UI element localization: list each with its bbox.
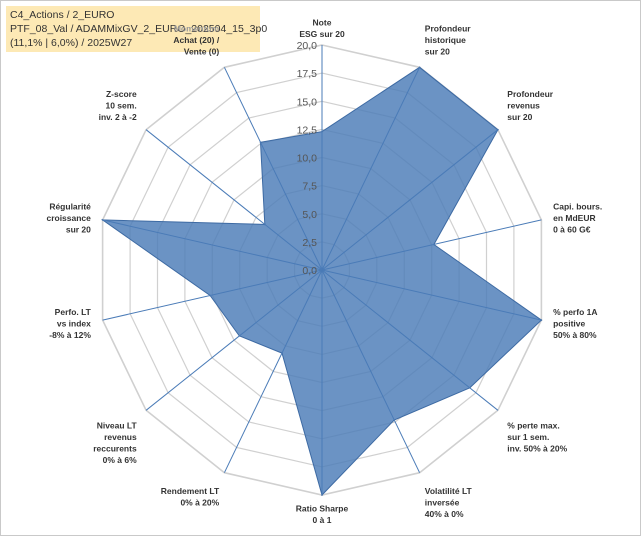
- spoke: [321, 129, 499, 271]
- tick-label: 2,5: [302, 237, 317, 249]
- spoke: [321, 219, 542, 271]
- axis-label: 0 à 60 G€: [553, 225, 591, 235]
- axis-label: Régularité: [49, 202, 91, 212]
- axis-label: Capi. bours.: [553, 202, 602, 212]
- header-line-1: C4_Actions / 2_EURO: [10, 9, 115, 21]
- tick-label: 20,0: [297, 40, 318, 52]
- tick-label: 7,5: [302, 181, 317, 193]
- spoke: [223, 269, 323, 473]
- spoke: [321, 269, 542, 321]
- axis-label: 10 sem.: [105, 101, 136, 111]
- axis-label: sur 1 sem.: [507, 432, 549, 442]
- axis-label: 0% à 6%: [103, 455, 137, 465]
- spoke: [223, 67, 323, 271]
- axis-label: historique: [425, 35, 466, 45]
- axis-label: Rendement LT: [161, 486, 220, 496]
- radial-tick-labels: 0,0 2,5 5,0 7,5 10,0 12,5 15,0 17,5 20,0: [297, 40, 318, 277]
- axis-label: Perfo. LT: [55, 307, 92, 317]
- spoke: [102, 269, 323, 321]
- axis-label: Z-score: [106, 89, 137, 99]
- axis-label: reccurents: [93, 443, 137, 453]
- tick-label: 17,5: [297, 68, 318, 80]
- axis-sub-label: Momentum: [174, 24, 220, 34]
- axis-label: positive: [553, 319, 585, 329]
- spoke: [102, 219, 323, 271]
- axis-label: Note: [313, 18, 332, 28]
- axis-label: 0% à 20%: [180, 498, 219, 508]
- axis-label: vs index: [57, 319, 91, 329]
- axis-label: 0 à 1: [313, 515, 332, 525]
- spoke: [145, 269, 323, 411]
- spoke: [321, 269, 499, 411]
- header-line-2: PTF_08_Val / ADAMMixGV_2_EURO_202504_15_…: [10, 23, 268, 35]
- axis-label: croissance: [46, 213, 91, 223]
- axis-label: inv. 2 à -2: [99, 112, 137, 122]
- axis-label: revenus: [507, 101, 540, 111]
- spoke: [321, 67, 421, 271]
- axis-label: Achat (20) /: [173, 35, 219, 45]
- axis-label: sur 20: [66, 225, 91, 235]
- tick-label: 0,0: [302, 265, 317, 277]
- axis-label: en MdEUR: [553, 213, 596, 223]
- axis-label: ESG sur 20: [299, 29, 345, 39]
- axis-label: -8% à 12%: [49, 330, 91, 340]
- axis-label: % perte max.: [507, 420, 559, 430]
- axis-label: sur 20: [425, 47, 450, 57]
- axis-label: Profondeur: [507, 89, 553, 99]
- spoke: [321, 269, 421, 473]
- axis-label: Volatilité LT: [425, 486, 473, 496]
- spoke: [145, 129, 323, 271]
- axis-label: inv. 50% à 20%: [507, 443, 567, 453]
- header-line-3: (11,1% | 6,0%) / 2025W27: [10, 37, 133, 49]
- axis-label: % perfo 1A: [553, 307, 597, 317]
- axis-label: revenus: [104, 432, 137, 442]
- tick-label: 15,0: [297, 96, 318, 108]
- axis-label: inversée: [425, 498, 460, 508]
- tick-label: 5,0: [302, 209, 317, 221]
- tick-label: 12,5: [297, 124, 318, 136]
- tick-label: 10,0: [297, 153, 318, 165]
- axis-label: Ratio Sharpe: [296, 504, 349, 514]
- axis-label: Niveau LT: [97, 420, 138, 430]
- axis-label: 50% à 80%: [553, 330, 597, 340]
- axis-label: 40% à 0%: [425, 509, 464, 519]
- radar-spokes: [102, 45, 542, 495]
- chart-header: C4_Actions / 2_EURO PTF_08_Val / ADAMMix…: [6, 6, 268, 52]
- axis-label: sur 20: [507, 112, 532, 122]
- axis-label: Profondeur: [425, 24, 471, 34]
- axis-label: Vente (0): [184, 47, 220, 57]
